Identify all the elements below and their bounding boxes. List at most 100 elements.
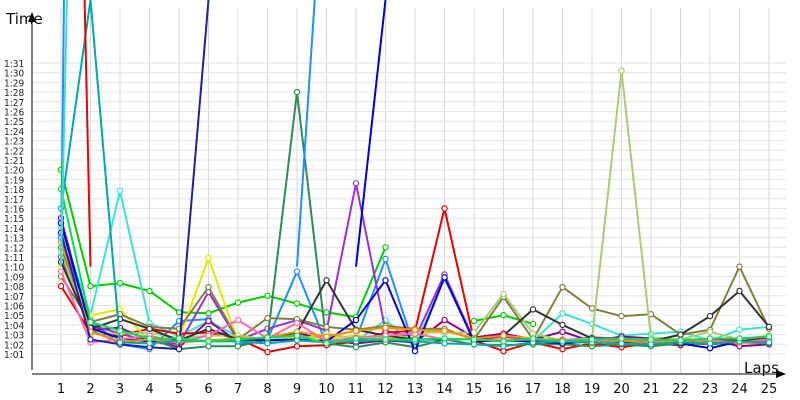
axes [28,12,786,378]
y-tick-label: 1:29 [4,78,24,89]
data-point [264,340,271,347]
data-point [706,335,714,342]
data-point [116,339,124,346]
data-point [205,317,212,325]
grid-lines [32,8,786,374]
data-point [411,347,419,355]
y-tick-label: 1:26 [4,108,24,119]
data-point [323,309,330,316]
y-tick-label: 1:28 [4,88,24,99]
y-tick-label: 1:11 [4,253,24,264]
data-point [116,327,124,334]
data-point [146,325,153,332]
data-point [470,336,478,343]
x-tick-labels: 1 2 3 4 5 6 7 8 9 10 11 12 13 14 15 16 17 18 19 20 21 22 23 24 2… [57,382,777,397]
x-tick-label: 3 [116,382,124,397]
y-tick-label: 1:10 [4,263,24,274]
x-tick-label: 16 [495,382,512,397]
x-tick-label: 9 [293,382,301,397]
y-tick-label: 1:23 [4,137,24,148]
data-point [559,310,566,317]
x-tick-label: 13 [407,382,424,397]
x-tick-label: 7 [234,382,242,397]
data-point [234,336,242,343]
x-tick-label: 14 [436,382,453,397]
data-point [323,340,330,347]
x-tick-label: 11 [348,382,365,397]
y-tick-label: 1:16 [4,205,24,216]
data-point [706,312,714,320]
x-tick-label: 24 [731,382,748,397]
data-point [677,331,684,338]
y-tick-label: 1:12 [4,243,24,254]
x-tick-label: 1 [57,382,65,397]
data-point [205,325,212,332]
data-point [500,290,507,298]
data-point [116,279,124,287]
y-tick-label: 1:25 [4,117,24,128]
data-point [500,338,507,345]
data-point [323,333,330,340]
y-tick-label: 1:27 [4,98,24,109]
x-tick-label: 5 [175,382,183,397]
data-point [765,323,773,331]
x-tick-label: 23 [702,382,719,397]
x-tick-label: 8 [263,382,271,397]
data-point [116,187,124,195]
data-point [618,67,625,74]
data-point [559,321,566,329]
data-point [382,244,389,251]
data-point [618,335,625,342]
y-tick-label: 1:03 [4,331,24,342]
series-lines [57,0,773,356]
x-tick-label: 15 [466,382,483,397]
data-point [559,338,566,345]
x-tick-label: 12 [377,382,394,397]
data-point [234,299,242,306]
data-point [441,327,448,334]
data-point [352,180,360,187]
data-point [441,274,448,281]
x-tick-label: 25 [761,382,778,397]
data-point [57,282,65,290]
data-point [736,335,743,342]
data-point [57,268,65,275]
y-tick-label: 1:14 [4,224,24,235]
x-tick-label: 18 [554,382,571,397]
data-point [382,324,389,332]
y-tick-label: 1:22 [4,146,24,157]
data-point [588,336,596,343]
data-point [647,336,655,343]
data-point [352,335,360,342]
y-tick-labels: 1:011:021:031:041:051:061:071:081:091:10… [4,59,24,361]
data-point [382,255,389,263]
data-point [293,300,301,307]
data-point [470,317,478,325]
y-tick-label: 1:24 [4,127,24,138]
data-point [382,336,389,343]
data-point [500,312,507,319]
y-tick-label: 1:04 [4,321,24,332]
data-point [264,334,271,341]
data-point [87,318,94,326]
data-point [441,335,448,342]
data-point [470,329,478,336]
data-point [352,316,360,324]
x-axis-title: Laps [744,359,779,377]
series-spike [60,0,68,267]
series [57,185,773,347]
x-tick-label: 19 [584,382,601,397]
data-point [411,336,419,343]
x-axis-arrow [776,370,786,378]
data-point [559,283,566,291]
y-tick-label: 1:17 [4,195,24,206]
y-tick-label: 1:06 [4,302,24,313]
data-point [293,319,301,327]
data-point [736,326,743,333]
data-point [293,88,301,96]
x-tick-label: 6 [204,382,212,397]
data-point [618,312,625,320]
data-point [736,263,743,270]
data-point [234,316,242,324]
